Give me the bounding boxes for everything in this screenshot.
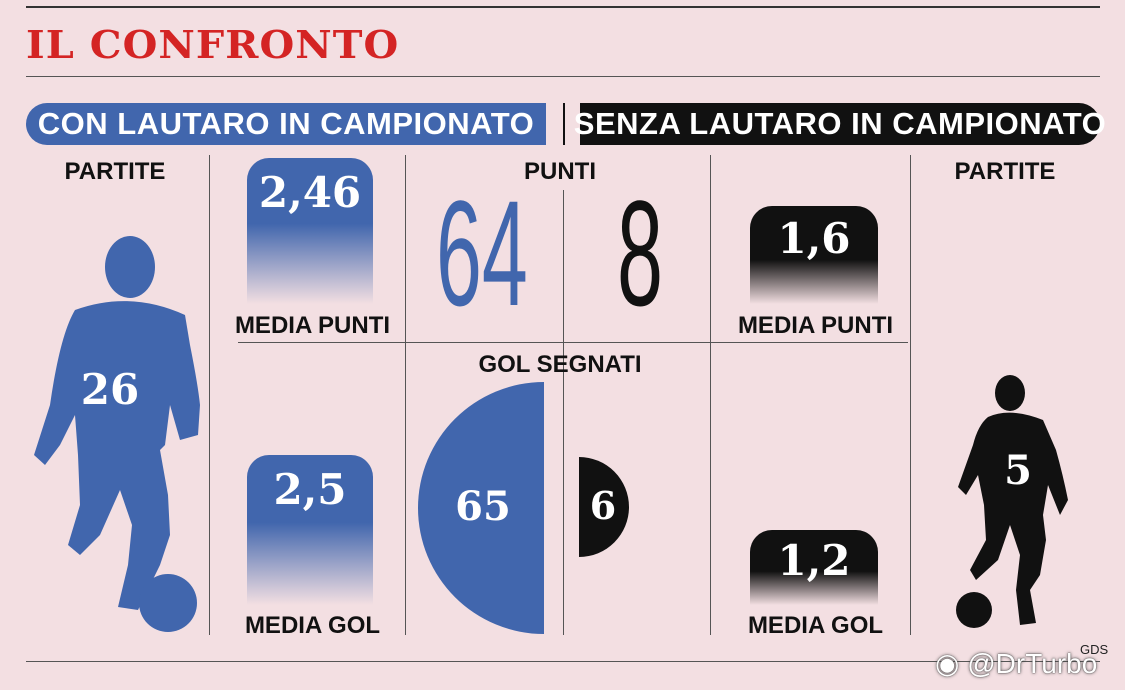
media-punti-with-bar: 2,46 (247, 158, 373, 304)
partite-left-label: PARTITE (64, 158, 166, 185)
grid-line-v4 (910, 155, 911, 635)
grid-line-v3 (710, 155, 711, 635)
player-silhouette-black (956, 375, 1068, 628)
weibo-icon: ◉ (935, 648, 960, 679)
media-punti-left-label: MEDIA PUNTI (234, 312, 391, 339)
media-gol-with-bar: 2,5 (247, 455, 373, 605)
media-gol-without-value: 1,2 (777, 536, 851, 585)
media-gol-left-label: MEDIA GOL (244, 612, 381, 639)
gol-segnati-with-value: 65 (455, 483, 511, 530)
punti-label: PUNTI (524, 158, 596, 185)
grid-line-v2 (405, 155, 406, 635)
gol-segnati-label: GOL SEGNATI (478, 351, 642, 378)
page-title: IL CONFRONTO (26, 22, 400, 67)
gol-segnati-without-value: 6 (589, 483, 617, 528)
title-rule (26, 76, 1100, 77)
top-rule (26, 6, 1100, 8)
media-punti-without-value: 1,6 (777, 214, 851, 263)
media-gol-with-value: 2,5 (273, 465, 347, 514)
watermark-text: @DrTurbo (967, 648, 1098, 679)
gol-segnati-without-halfcircle (579, 457, 629, 557)
source-credit: GDS (1080, 642, 1109, 657)
banner-divider (563, 103, 565, 145)
player-silhouette-blue (34, 236, 200, 632)
gol-segnati-with-halfcircle (418, 382, 544, 634)
punti-with-value: 64 (436, 169, 528, 337)
watermark: ◉ @DrTurbo (935, 647, 1097, 680)
with-lautaro-banner: CON LAUTARO IN CAMPIONATO (26, 103, 546, 145)
partite-with-value: 26 (80, 365, 140, 414)
grid-line-center (563, 190, 564, 635)
partite-without-value: 5 (1004, 447, 1032, 494)
grid-line-h (238, 342, 908, 343)
media-gol-without-bar: 1,2 (750, 530, 878, 605)
media-punti-without-bar: 1,6 (750, 206, 878, 304)
without-lautaro-banner: SENZA LAUTARO IN CAMPIONATO (574, 103, 1106, 145)
media-gol-right-label: MEDIA GOL (747, 612, 884, 639)
bottom-rule (26, 661, 1100, 662)
media-punti-right-label: MEDIA PUNTI (737, 312, 894, 339)
partite-right-label: PARTITE (954, 158, 1056, 185)
grid-line-v1 (209, 155, 210, 635)
punti-without-value: 8 (617, 169, 663, 337)
media-punti-with-value: 2,46 (258, 168, 362, 217)
